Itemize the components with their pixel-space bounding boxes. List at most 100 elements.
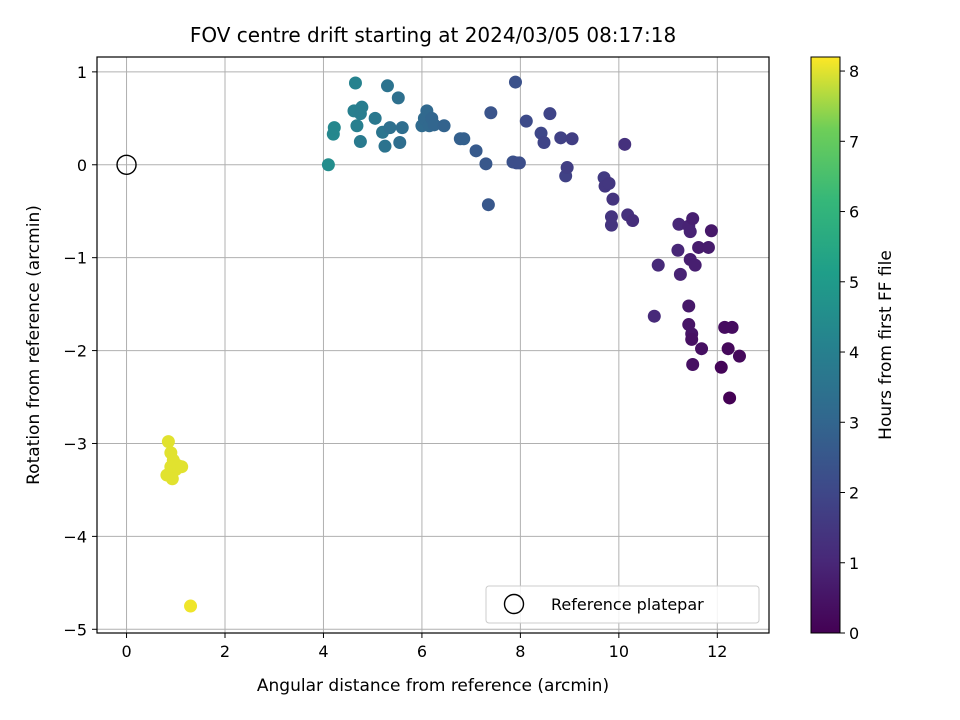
legend-entry-reference: Reference platepar xyxy=(551,595,704,614)
scatter-point xyxy=(673,267,687,281)
data-points xyxy=(160,75,746,613)
scatter-point xyxy=(327,121,341,135)
scatter-point xyxy=(554,131,568,145)
scatter-point xyxy=(537,135,551,149)
chart-title: FOV centre drift starting at 2024/03/05 … xyxy=(190,23,676,47)
y-tick-label: 0 xyxy=(77,156,87,175)
reference-marker-group xyxy=(116,154,137,175)
scatter-point xyxy=(721,342,735,356)
reference-marker xyxy=(116,154,137,175)
colorbar-tick-label: 2 xyxy=(849,484,859,503)
colorbar-tick-label: 4 xyxy=(849,343,859,362)
scatter-point xyxy=(512,156,526,170)
scatter-point xyxy=(427,118,441,132)
scatter-point xyxy=(604,218,618,232)
scatter-point xyxy=(651,258,665,272)
x-axis-ticks: 0 2 4 6 8 10 12 xyxy=(121,633,727,661)
y-tick-label: −2 xyxy=(63,342,87,361)
scatter-point xyxy=(704,224,718,238)
scatter-point xyxy=(519,114,533,128)
legend: Reference platepar xyxy=(485,585,760,624)
grid-lines xyxy=(97,57,769,633)
y-axis-label: Rotation from reference (arcmin) xyxy=(24,205,44,485)
y-tick-label: −4 xyxy=(63,527,87,546)
scatter-point xyxy=(725,320,739,334)
scatter-point xyxy=(560,161,574,175)
scatter-point xyxy=(602,176,616,190)
x-tick-label: 8 xyxy=(515,642,525,661)
colorbar-tick-label: 0 xyxy=(849,624,859,643)
x-tick-label: 4 xyxy=(318,642,328,661)
scatter-point xyxy=(686,212,700,226)
colorbar-gradient xyxy=(810,56,841,634)
y-tick-label: −3 xyxy=(63,434,87,453)
scatter-point xyxy=(701,240,715,254)
scatter-point xyxy=(682,299,696,313)
scatter-point xyxy=(565,132,579,146)
colorbar-tick-label: 6 xyxy=(849,203,859,222)
colorbar-tick-label: 7 xyxy=(849,132,859,151)
scatter-point xyxy=(508,75,522,89)
scatter-point xyxy=(672,217,686,231)
scatter-point xyxy=(686,358,700,372)
scatter-point xyxy=(618,137,632,151)
colorbar-label: Hours from first FF file xyxy=(876,250,896,440)
scatter-point xyxy=(437,119,451,133)
y-tick-label: 1 xyxy=(77,63,87,82)
scatter-point xyxy=(391,91,405,105)
scatter-point xyxy=(165,472,179,486)
legend-box xyxy=(485,585,760,624)
scatter-point xyxy=(378,139,392,153)
scatter-point xyxy=(626,214,640,228)
scatter-point xyxy=(484,106,498,120)
scatter-point xyxy=(368,111,382,125)
y-tick-label: −1 xyxy=(63,249,87,268)
scatter-point xyxy=(481,198,495,212)
scatter-point xyxy=(393,135,407,149)
legend-reference-marker xyxy=(503,593,525,615)
colorbar-tick-label: 3 xyxy=(849,413,859,432)
scatter-point xyxy=(469,144,483,158)
colorbar-tick-label: 1 xyxy=(849,554,859,573)
scatter-point xyxy=(688,258,702,272)
x-tick-label: 2 xyxy=(220,642,230,661)
x-tick-label: 6 xyxy=(417,642,427,661)
scatter-point xyxy=(321,158,335,172)
scatter-point xyxy=(723,391,737,405)
scatter-point xyxy=(348,76,362,90)
scatter-point xyxy=(683,225,697,239)
scatter-point xyxy=(695,342,709,356)
scatter-point xyxy=(175,460,189,474)
plot-frame xyxy=(96,56,770,634)
scatter-point xyxy=(671,243,685,257)
scatter-point xyxy=(685,332,699,346)
scatter-point xyxy=(184,599,198,613)
scatter-point xyxy=(647,309,661,323)
scatter-point xyxy=(714,360,728,374)
scatter-point xyxy=(479,157,493,171)
scatter-point xyxy=(161,435,175,449)
scatter-point xyxy=(543,107,557,121)
scatter-point xyxy=(732,349,746,363)
y-tick-label: −5 xyxy=(63,620,87,639)
x-tick-label: 0 xyxy=(121,642,131,661)
x-tick-label: 10 xyxy=(609,642,629,661)
scatter-point xyxy=(355,100,369,114)
y-axis-ticks: 1 0 −1 −2 −3 −4 −5 xyxy=(63,63,97,639)
x-axis-label: Angular distance from reference (arcmin) xyxy=(257,676,609,696)
scatter-point xyxy=(606,192,620,206)
scatter-point xyxy=(692,240,706,254)
scatter-point xyxy=(383,121,397,135)
colorbar-ticks: 0 1 2 3 4 5 6 7 8 xyxy=(840,62,859,643)
x-tick-label: 12 xyxy=(707,642,727,661)
colorbar-tick-label: 5 xyxy=(849,273,859,292)
scatter-point xyxy=(457,132,471,146)
scatter-point xyxy=(395,121,409,135)
colorbar: 0 1 2 3 4 5 6 7 8 Hours from first FF file xyxy=(810,56,896,643)
scatter-point xyxy=(353,135,367,149)
colorbar-tick-label: 8 xyxy=(849,62,859,81)
scatter-point xyxy=(380,79,394,93)
scatter-point xyxy=(350,119,364,133)
